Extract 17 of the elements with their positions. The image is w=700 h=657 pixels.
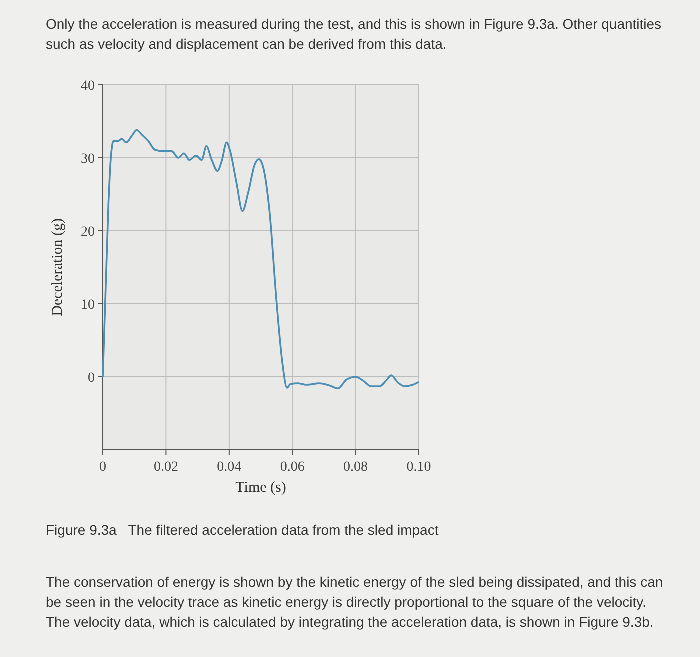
text: The conservation of energy is shown by the kinetic energy of the sled being dissipated, and this can be seen in the velocity trace as kinetic energy is directly proportional to the square of the velocity. The velocity data, which is calculated by integrating the acceleration data, is shown in Figure 9.3b.	[46, 573, 664, 632]
x-tick-label: 0.10	[406, 460, 432, 475]
y-tick-label: 10	[81, 298, 95, 313]
x-tick-label: 0.04	[217, 460, 242, 475]
y-axis-title: Deceleration (g)	[50, 218, 66, 316]
y-tick-label: 0	[88, 370, 95, 386]
line-series	[102, 129, 420, 390]
x-tick-label: 0.02	[154, 460, 178, 475]
y-tick-label: 30	[81, 152, 95, 167]
x-axis-title: Time (s)	[236, 480, 286, 496]
caption: Figure 9.3a The filtered acceleration data from the sled impact	[46, 521, 440, 540]
x-tick-label: 0.08	[344, 460, 368, 475]
x-tick-label: 0.06	[280, 460, 305, 475]
y-tick-label: 20	[81, 224, 95, 240]
text: Only the acceleration is measured during the test, and this is shown in Figure 9.3a. Other quantities such as velocity and displacement can be derived from this data.	[46, 15, 663, 54]
x-tick-label: 0	[100, 460, 106, 475]
y-tick-label: 40	[81, 78, 95, 94]
